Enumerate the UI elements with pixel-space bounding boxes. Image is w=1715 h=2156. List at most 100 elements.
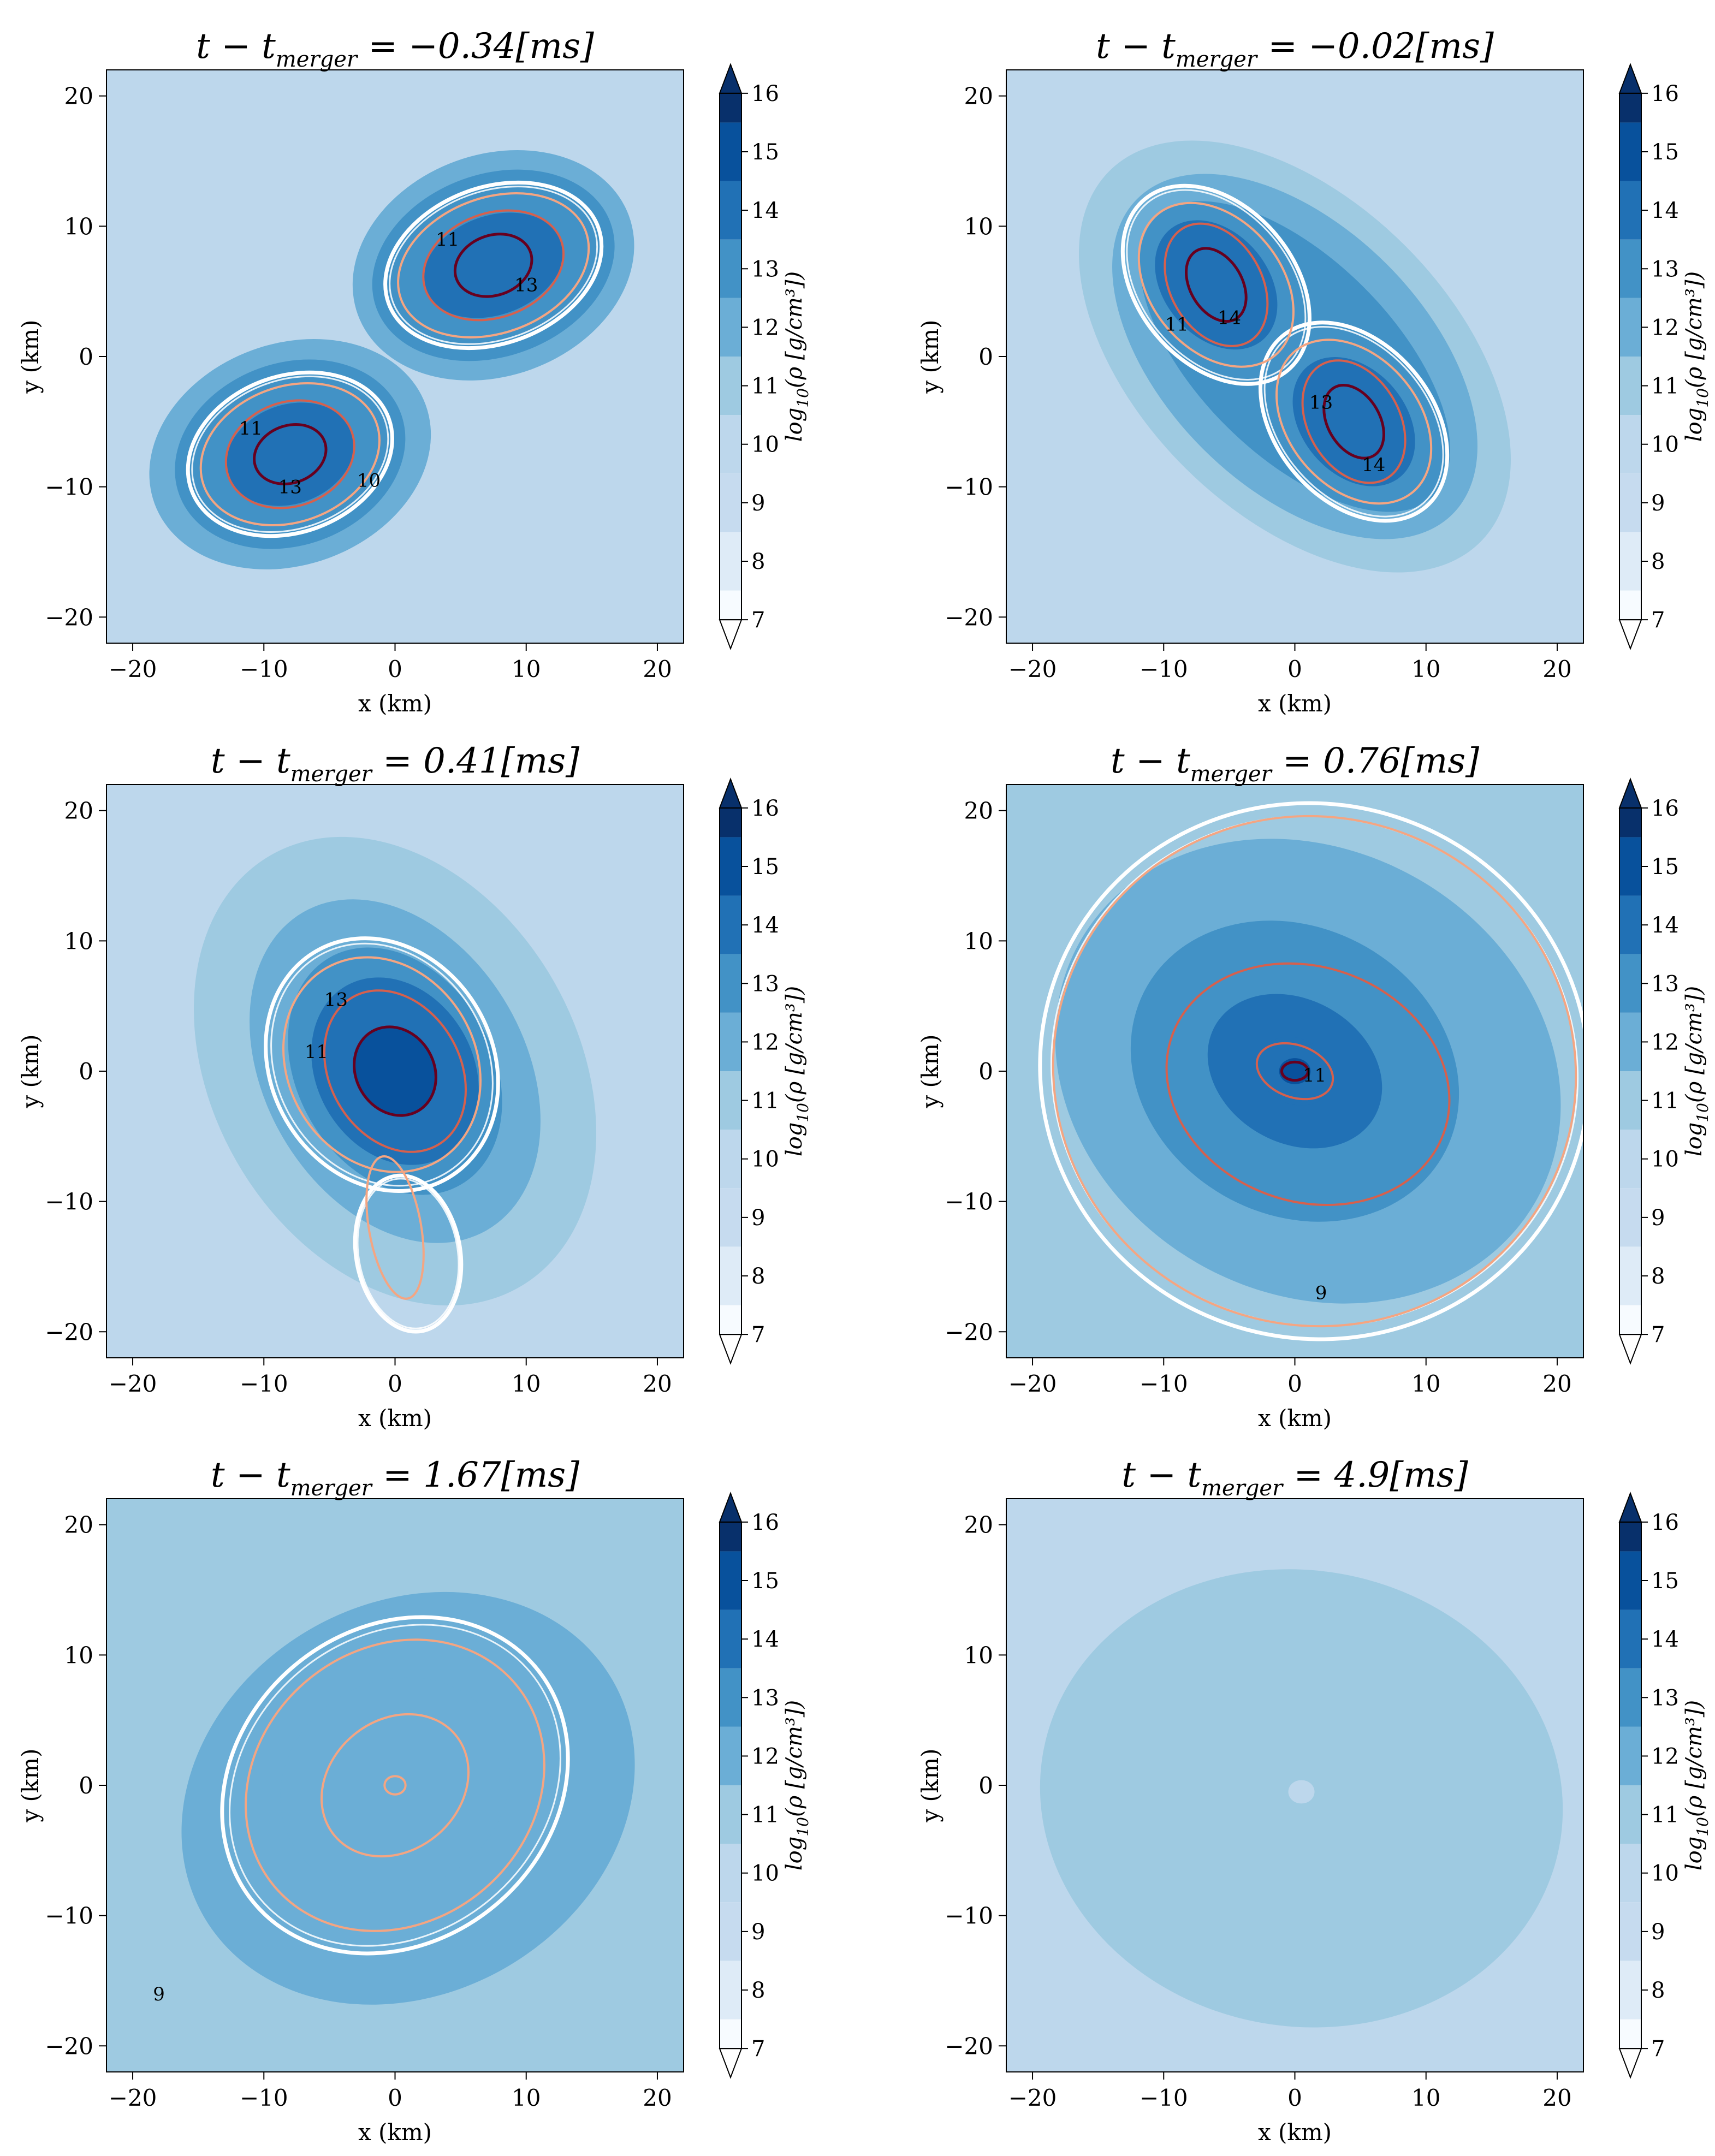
colorbar-segment	[1619, 473, 1641, 532]
x-tick-label: 0	[388, 656, 402, 682]
contour-line-5	[323, 989, 467, 1153]
x-tick-label: 20	[1542, 1370, 1571, 1397]
contour-line-inner-2	[1263, 326, 1444, 518]
colorbar-segment	[720, 1902, 741, 1961]
x-axis-label: x (km)	[358, 690, 432, 717]
y-tick-label: 0	[978, 1058, 993, 1085]
colorbar-segment	[720, 1522, 741, 1552]
x-tick-label: 0	[1287, 1370, 1302, 1397]
y-tick-label: 10	[964, 213, 993, 240]
colorbar-tick-label: 7	[1651, 608, 1665, 633]
colorbar-tick-label: 10	[1651, 432, 1679, 458]
colorbar-tick-label: 9	[1651, 1920, 1665, 1945]
colorbar-tick-label: 8	[751, 1978, 765, 2003]
contour-label: 14	[1218, 307, 1241, 329]
panel-4: 9 11 −20 −10 0 10 20 −20 −10 0 10 20 x (km) y (km) t −…	[917, 741, 1712, 1432]
y-tick-label: −20	[945, 2033, 993, 2059]
plot-area: 11 13	[106, 785, 684, 1358]
colorbar-segment	[720, 1844, 741, 1903]
colorbar-tick-label: 12	[1651, 1030, 1679, 1055]
colorbar-segment	[1619, 837, 1641, 896]
colorbar-segment	[720, 298, 741, 357]
panel-title: t − tmerger = −0.02[ms]	[1096, 26, 1494, 72]
colorbar-tick-label: 10	[1651, 1147, 1679, 1172]
density-region-4	[1155, 220, 1278, 350]
contour-line-inner-2	[357, 1178, 460, 1329]
colorbar-tick-label: 10	[751, 1147, 779, 1172]
contour-line-3	[422, 209, 565, 322]
contour-label: 13	[324, 989, 348, 1011]
colorbar-tick-label: 16	[751, 1510, 779, 1535]
x-tick-label: 20	[1542, 2084, 1571, 2111]
x-tick-label: 0	[388, 2084, 402, 2111]
colorbar-segment	[720, 415, 741, 474]
y-tick-label: 20	[964, 798, 993, 824]
x-tick-label: 20	[643, 656, 672, 682]
colorbar-segment	[1619, 1551, 1641, 1610]
colorbar-segment	[720, 1305, 741, 1335]
contour-label: 11	[239, 418, 263, 439]
y-axis-label: y (km)	[17, 1748, 44, 1822]
y-tick-label: 10	[964, 1642, 993, 1668]
colorbar-segment	[720, 807, 741, 838]
x-tick-label: −10	[240, 2084, 288, 2111]
x-tick-label: −20	[109, 2084, 157, 2111]
colorbar-tick-label: 8	[1651, 549, 1665, 574]
colorbar-tick-label: 9	[751, 491, 765, 516]
y-tick-label: −20	[45, 604, 93, 631]
colorbar-tick-label: 12	[1651, 315, 1679, 340]
contour-line-2	[353, 1173, 464, 1334]
colorbar-segment	[1619, 1668, 1641, 1727]
colorbar-segment	[1619, 239, 1641, 298]
colorbar-frame	[1619, 807, 1642, 1335]
y-tick-label: −20	[45, 1318, 93, 1345]
contour-line-6	[199, 382, 381, 526]
contour-line-3	[1137, 201, 1295, 368]
y-tick-label: −20	[45, 2033, 93, 2059]
x-axis-label: x (km)	[1258, 1405, 1332, 1432]
contour-line-4	[383, 1775, 407, 1796]
x-tick-label: −10	[1140, 1370, 1188, 1397]
colorbar: 7 8 9 10 11 12 13 14 15 16 log10(ρ [g/cm³])	[719, 1492, 812, 2079]
x-tick-label: 20	[643, 2084, 672, 2111]
y-tick-label: 0	[79, 1058, 93, 1085]
y-tick-label: 20	[64, 798, 93, 824]
colorbar-tick-label: 9	[1651, 491, 1665, 516]
y-axis-label: y (km)	[917, 319, 943, 394]
colorbar-segment	[720, 837, 741, 896]
colorbar-segment	[1619, 2019, 1641, 2049]
colorbar-tick-label: 11	[1651, 374, 1679, 399]
x-axis-label: x (km)	[1258, 690, 1332, 717]
colorbar-segment	[1619, 895, 1641, 954]
colorbar-segment	[720, 590, 741, 620]
colorbar-segment	[720, 473, 741, 532]
y-tick-label: 0	[79, 1772, 93, 1799]
colorbar-segment	[720, 1785, 741, 1844]
contour-label: 10	[357, 470, 381, 492]
contour-line-7	[224, 399, 355, 509]
colorbar-tick-label: 14	[1651, 198, 1679, 223]
panel-title: t − tmerger = 0.76[ms]	[1111, 741, 1480, 787]
panel-6: −20 −10 0 10 20 −20 −10 0 10 20 x (km) y (km) t − tm…	[917, 1455, 1712, 2146]
colorbar-frame	[719, 1521, 742, 2050]
x-tick-label: 10	[512, 656, 541, 682]
colorbar-tick-label: 7	[751, 608, 765, 633]
colorbar-segment	[1619, 181, 1641, 240]
colorbar-frame	[1619, 1521, 1642, 2050]
panel-3: 11 13 −20 −10 0 10 20 −20 −10 0 10 20 x (km) y (km) t …	[17, 741, 812, 1432]
colorbar-tick-label: 13	[1651, 257, 1679, 282]
contour-label: 13	[514, 275, 538, 296]
colorbar-tick-label: 14	[751, 198, 779, 223]
contour-line-1	[264, 936, 500, 1193]
colorbar-segment	[720, 1668, 741, 1727]
x-tick-label: 10	[512, 1370, 541, 1397]
contour-line-2	[1259, 320, 1450, 523]
colorbar-segment	[1619, 1902, 1641, 1961]
colorbar-label: log10(ρ [g/cm³])	[1682, 271, 1712, 442]
colorbar-tick-label: 9	[751, 1920, 765, 1945]
colorbar-segment	[720, 1071, 741, 1130]
contour-line-1	[1038, 801, 1583, 1341]
y-tick-label: −10	[945, 1903, 993, 1929]
colorbar-tick-label: 12	[751, 315, 779, 340]
panel-5: 9 −20 −10 0 10 20 −20 −10 0 10 20 x (km) y (km) t − t…	[17, 1455, 812, 2146]
